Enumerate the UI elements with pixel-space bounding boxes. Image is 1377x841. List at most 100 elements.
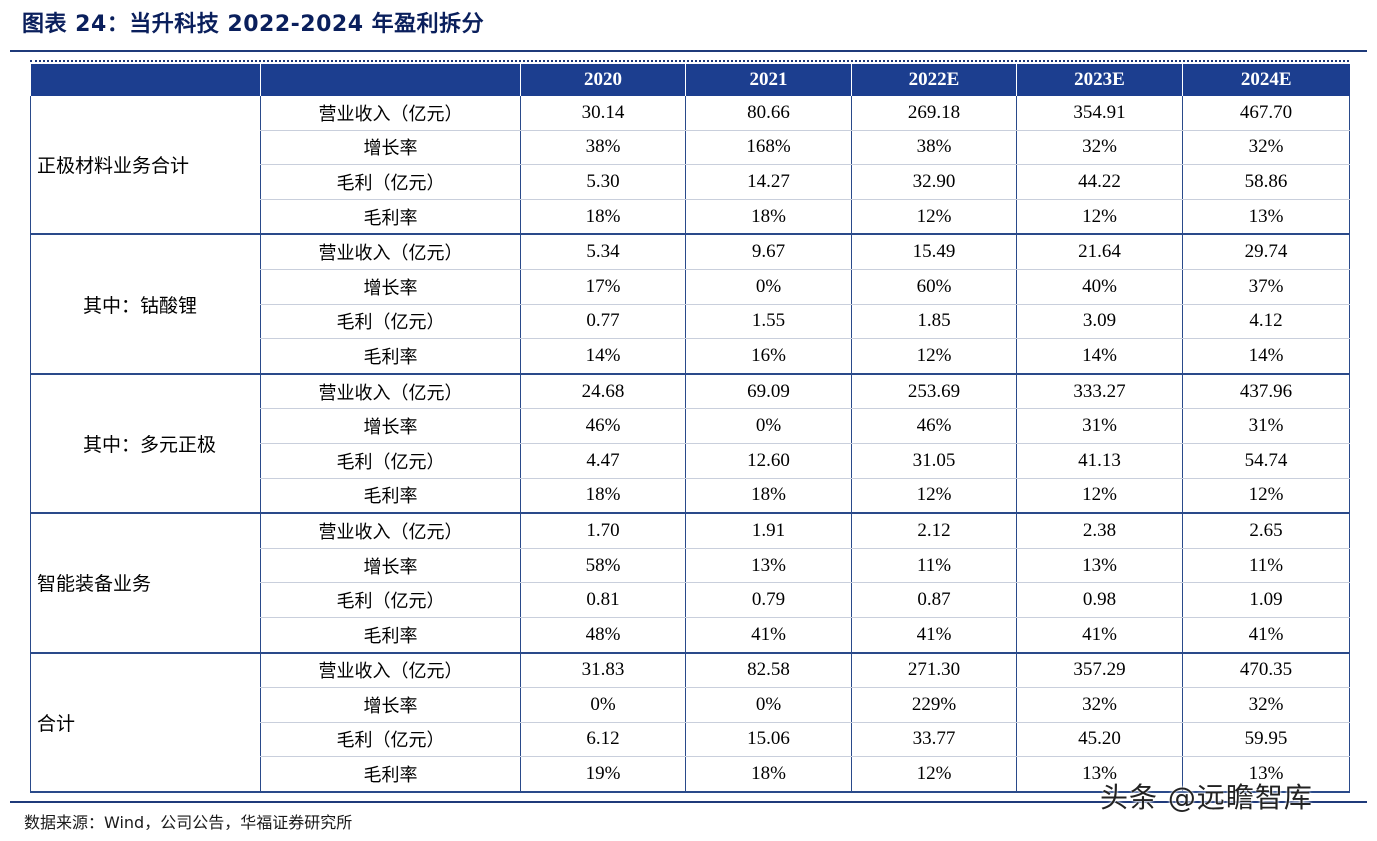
- value-cell: 12.60: [685, 443, 852, 479]
- value-cell: 470.35: [1182, 652, 1350, 689]
- value-cell: 0%: [685, 687, 852, 723]
- value-cell: 31%: [1182, 408, 1350, 444]
- value-cell: 33.77: [851, 722, 1017, 758]
- metric-label: 增长率: [260, 130, 521, 166]
- value-cell: 354.91: [1016, 96, 1183, 131]
- value-cell: 6.12: [520, 722, 686, 758]
- value-cell: 9.67: [685, 234, 852, 270]
- value-cell: 41%: [1182, 617, 1350, 654]
- value-cell: 4.12: [1182, 304, 1350, 340]
- metric-label: 增长率: [260, 269, 521, 305]
- group-label-cell: 正极材料业务合计: [30, 96, 261, 236]
- value-cell: 32%: [1016, 130, 1183, 166]
- value-cell: 0%: [685, 408, 852, 444]
- value-cell: 18%: [520, 199, 686, 236]
- value-cell: 14%: [1182, 338, 1350, 375]
- table-row: 毛利（亿元） 6.12 15.06 33.77 45.20 59.95: [31, 722, 1350, 758]
- metric-label: 毛利（亿元）: [260, 164, 521, 200]
- value-cell: 357.29: [1016, 652, 1183, 689]
- value-cell: 437.96: [1182, 373, 1350, 410]
- value-cell: 0.77: [520, 304, 686, 340]
- value-cell: 18%: [685, 478, 852, 515]
- metric-label: 毛利率: [260, 617, 521, 654]
- value-cell: 32%: [1182, 130, 1350, 166]
- value-cell: 0.87: [851, 582, 1017, 618]
- table-header-row: 2020 2021 2022E 2023E 2024E: [30, 64, 1350, 96]
- metric-label: 毛利率: [260, 199, 521, 236]
- dotted-divider: [30, 60, 1349, 62]
- metric-label: 营业收入（亿元）: [260, 652, 521, 689]
- table-row: 毛利率 14% 16% 12% 14% 14%: [31, 338, 1350, 375]
- value-cell: 1.85: [851, 304, 1017, 340]
- value-cell: 229%: [851, 687, 1017, 723]
- value-cell: 14%: [1016, 338, 1183, 375]
- metric-label: 毛利率: [260, 756, 521, 793]
- metric-label: 营业收入（亿元）: [260, 234, 521, 270]
- table-row: 合计 营业收入（亿元） 31.83 82.58 271.30 357.29 470.35: [30, 652, 1350, 793]
- metric-label: 毛利（亿元）: [260, 582, 521, 618]
- value-cell: 45.20: [1016, 722, 1183, 758]
- value-cell: 31%: [1016, 408, 1183, 444]
- value-cell: 253.69: [851, 373, 1017, 410]
- table-row: 智能装备业务 营业收入（亿元） 1.70 1.91 2.12 2.38 2.65: [30, 513, 1350, 654]
- table-row: 增长率 0% 0% 229% 32% 32%: [31, 687, 1350, 723]
- value-cell: 19%: [520, 756, 686, 793]
- value-cell: 269.18: [851, 96, 1017, 131]
- value-cell: 15.49: [851, 234, 1017, 270]
- value-cell: 3.09: [1016, 304, 1183, 340]
- footer-divider: [10, 801, 1367, 803]
- value-cell: 60%: [851, 269, 1017, 305]
- value-cell: 271.30: [851, 652, 1017, 689]
- value-cell: 18%: [685, 756, 852, 793]
- group-label: 正极材料业务合计: [37, 155, 190, 178]
- value-cell: 32.90: [851, 164, 1017, 200]
- value-cell: 333.27: [1016, 373, 1183, 410]
- value-cell: 0.98: [1016, 582, 1183, 618]
- column-header: 2023E: [1016, 64, 1183, 96]
- value-cell: 69.09: [685, 373, 852, 410]
- value-cell: 1.09: [1182, 582, 1350, 618]
- table-row: 毛利率 48% 41% 41% 41% 41%: [31, 617, 1350, 654]
- value-cell: 13%: [1016, 548, 1183, 584]
- column-header: 2022E: [851, 64, 1017, 96]
- header-blank: [30, 64, 261, 96]
- value-cell: 31.83: [520, 652, 686, 689]
- metric-label: 营业收入（亿元）: [260, 373, 521, 410]
- value-cell: 12%: [851, 756, 1017, 793]
- group-label: 其中：多元正极: [83, 433, 217, 456]
- table-row: 毛利率 18% 18% 12% 12% 12%: [31, 478, 1350, 515]
- value-cell: 41.13: [1016, 443, 1183, 479]
- value-cell: 14.27: [685, 164, 852, 200]
- metric-label: 毛利（亿元）: [260, 443, 521, 479]
- value-cell: 0.79: [685, 582, 852, 618]
- value-cell: 13%: [1182, 199, 1350, 236]
- watermark: 头条 @远瞻智库: [1100, 781, 1313, 814]
- value-cell: 2.65: [1182, 513, 1350, 549]
- value-cell: 17%: [520, 269, 686, 305]
- table-row: 毛利率 19% 18% 12% 13% 13%: [31, 756, 1350, 793]
- table-row: 毛利率 18% 18% 12% 12% 13%: [31, 199, 1350, 236]
- value-cell: 18%: [520, 478, 686, 515]
- value-cell: 4.47: [520, 443, 686, 479]
- value-cell: 467.70: [1182, 96, 1350, 131]
- value-cell: 32%: [1016, 687, 1183, 723]
- table-row: 毛利（亿元） 0.77 1.55 1.85 3.09 4.12: [31, 304, 1350, 340]
- value-cell: 12%: [851, 199, 1017, 236]
- value-cell: 5.30: [520, 164, 686, 200]
- value-cell: 12%: [851, 338, 1017, 375]
- metric-label: 毛利（亿元）: [260, 722, 521, 758]
- table-row: 毛利（亿元） 0.81 0.79 0.87 0.98 1.09: [31, 582, 1350, 618]
- group-label-cell: 其中：多元正极: [30, 373, 261, 515]
- value-cell: 16%: [685, 338, 852, 375]
- table-row: 正极材料业务合计 营业收入（亿元） 30.14 80.66 269.18 354.91 46…: [30, 96, 1350, 236]
- value-cell: 1.91: [685, 513, 852, 549]
- metric-label: 营业收入（亿元）: [260, 513, 521, 549]
- group-label: 智能装备业务: [37, 573, 152, 596]
- table-row: 其中：钴酸锂 营业收入（亿元） 5.34 9.67 15.49 21.64 29.74: [30, 234, 1350, 375]
- group-label-cell: 智能装备业务: [30, 513, 261, 654]
- metric-label: 增长率: [260, 408, 521, 444]
- value-cell: 18%: [685, 199, 852, 236]
- value-cell: 5.34: [520, 234, 686, 270]
- value-cell: 46%: [520, 408, 686, 444]
- value-cell: 40%: [1016, 269, 1183, 305]
